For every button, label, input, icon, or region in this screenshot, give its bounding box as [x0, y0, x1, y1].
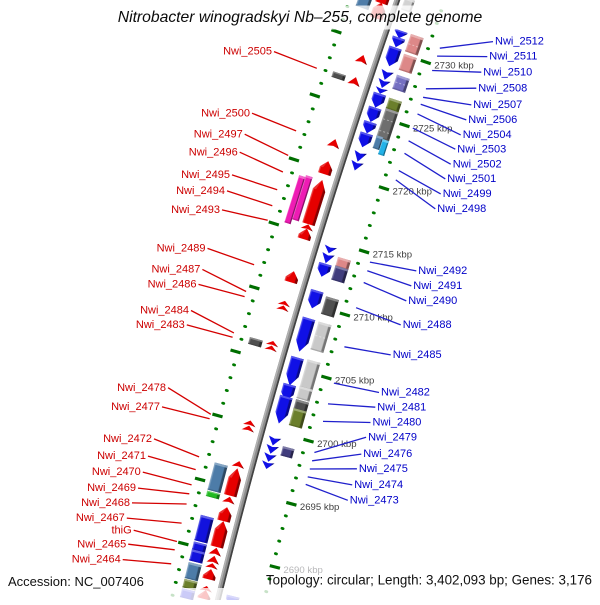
svg-text:Nwi_2504: Nwi_2504 — [463, 129, 512, 141]
svg-text:Nwi_2491: Nwi_2491 — [413, 280, 462, 292]
svg-text:Nwi_2473: Nwi_2473 — [350, 494, 399, 506]
svg-text:Nwi_2511: Nwi_2511 — [489, 51, 537, 63]
svg-text:Nwi_2512: Nwi_2512 — [495, 36, 544, 48]
svg-text:Nwi_2480: Nwi_2480 — [373, 417, 422, 429]
svg-text:Nwi_2486: Nwi_2486 — [148, 279, 197, 291]
svg-text:Nwi_2507: Nwi_2507 — [473, 99, 522, 111]
svg-text:Nwi_2505: Nwi_2505 — [223, 46, 272, 58]
svg-text:2725 kbp: 2725 kbp — [413, 124, 452, 135]
svg-text:Nwi_2464: Nwi_2464 — [72, 554, 121, 566]
svg-text:Nwi_2487: Nwi_2487 — [151, 264, 200, 276]
svg-text:Nwi_2495: Nwi_2495 — [181, 169, 230, 181]
svg-text:Nwi_2470: Nwi_2470 — [92, 466, 141, 478]
svg-text:Nwi_2503: Nwi_2503 — [457, 143, 506, 155]
svg-text:Nwi_2479: Nwi_2479 — [368, 431, 417, 443]
svg-text:Nwi_2471: Nwi_2471 — [97, 450, 146, 462]
svg-text:2700 kbp: 2700 kbp — [317, 439, 356, 450]
svg-text:2715 kbp: 2715 kbp — [373, 250, 412, 261]
svg-text:Nwi_2489: Nwi_2489 — [157, 243, 206, 255]
svg-text:Nwi_2490: Nwi_2490 — [408, 295, 457, 307]
svg-text:Nwi_2508: Nwi_2508 — [478, 82, 527, 94]
svg-text:Nwi_2506: Nwi_2506 — [468, 114, 517, 126]
svg-text:Nwi_2465: Nwi_2465 — [77, 538, 126, 550]
svg-text:Nwi_2482: Nwi_2482 — [381, 387, 430, 399]
svg-text:Nwi_2477: Nwi_2477 — [111, 401, 160, 413]
svg-text:Nwi_2502: Nwi_2502 — [453, 158, 502, 170]
svg-text:Nwi_2467: Nwi_2467 — [76, 512, 125, 524]
svg-text:Nitrobacter winogradskyi Nb–25: Nitrobacter winogradskyi Nb–255, complet… — [118, 9, 483, 26]
svg-text:Nwi_2475: Nwi_2475 — [359, 463, 408, 475]
svg-text:Nwi_2492: Nwi_2492 — [418, 265, 467, 277]
svg-text:Nwi_2496: Nwi_2496 — [189, 146, 238, 158]
svg-text:Nwi_2494: Nwi_2494 — [176, 185, 225, 197]
svg-text:2730 kbp: 2730 kbp — [434, 60, 473, 71]
svg-text:Nwi_2499: Nwi_2499 — [443, 188, 492, 200]
svg-text:Nwi_2493: Nwi_2493 — [171, 204, 220, 216]
svg-text:Nwi_2485: Nwi_2485 — [393, 349, 442, 361]
svg-text:Accession: NC_007406: Accession: NC_007406 — [8, 574, 144, 589]
svg-text:Nwi_2500: Nwi_2500 — [201, 107, 250, 119]
svg-text:Nwi_2510: Nwi_2510 — [483, 66, 532, 78]
svg-text:Nwi_2474: Nwi_2474 — [354, 479, 403, 491]
svg-text:Topology: circular; Length: 3,: Topology: circular; Length: 3,402,093 bp… — [266, 573, 592, 588]
svg-text:Nwi_2484: Nwi_2484 — [140, 305, 189, 317]
svg-text:Nwi_2476: Nwi_2476 — [363, 448, 412, 460]
svg-text:Nwi_2483: Nwi_2483 — [136, 319, 185, 331]
svg-text:Nwi_2497: Nwi_2497 — [194, 128, 243, 140]
svg-text:Nwi_2469: Nwi_2469 — [87, 482, 136, 494]
svg-text:thiG: thiG — [112, 524, 132, 536]
svg-text:Nwi_2481: Nwi_2481 — [377, 401, 426, 413]
svg-text:Nwi_2498: Nwi_2498 — [437, 203, 486, 215]
svg-text:Nwi_2501: Nwi_2501 — [447, 173, 496, 185]
svg-text:Nwi_2478: Nwi_2478 — [117, 382, 166, 394]
svg-text:Nwi_2488: Nwi_2488 — [403, 319, 452, 331]
svg-text:Nwi_2468: Nwi_2468 — [81, 497, 130, 509]
svg-text:Nwi_2472: Nwi_2472 — [103, 433, 152, 445]
svg-text:2695 kbp: 2695 kbp — [300, 502, 339, 513]
